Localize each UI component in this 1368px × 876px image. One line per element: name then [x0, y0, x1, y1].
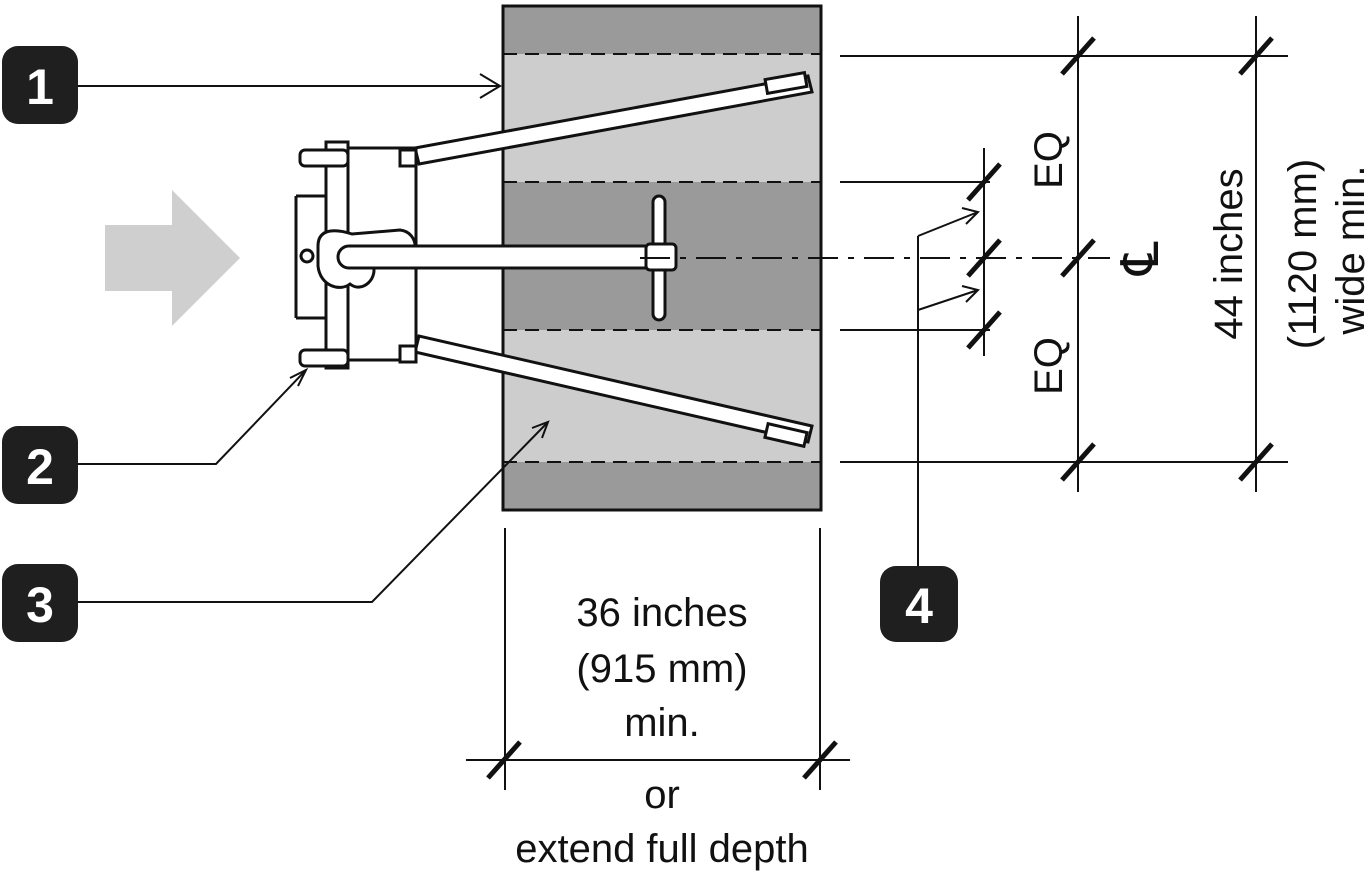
band-dark-bottom	[503, 462, 821, 510]
eq-lower-label: EQ	[1027, 337, 1071, 395]
width-label: 44 inches (1120 mm) wide min.	[1207, 159, 1368, 349]
width-line-3: wide min.	[1329, 166, 1368, 336]
callout-4-leader	[917, 207, 980, 570]
depth-line-2: (915 mm)	[576, 647, 747, 691]
depth-label: 36 inches (915 mm) min. or extend full d…	[515, 591, 809, 871]
callout-1-number: 1	[26, 59, 54, 115]
width-line-2: (1120 mm)	[1281, 159, 1325, 349]
band-dark-top	[503, 6, 821, 54]
direction-arrow	[105, 190, 240, 326]
callout-2-number: 2	[26, 439, 54, 495]
callout-3-number: 3	[26, 577, 54, 633]
callout-leaders	[78, 73, 550, 603]
callout-2: 2	[2, 426, 78, 504]
depth-line-5: extend full depth	[515, 827, 809, 871]
depth-dimension	[466, 528, 850, 790]
callout-1: 1	[2, 46, 78, 124]
wheelchair-icon	[294, 70, 814, 449]
depth-line-1: 36 inches	[576, 591, 747, 635]
eq-upper-label: EQ	[1027, 131, 1071, 189]
width-dimension	[840, 16, 1288, 492]
callout-3: 3	[2, 564, 78, 642]
centerline-symbol: ℄	[1112, 241, 1170, 277]
depth-line-4: or	[644, 773, 680, 817]
depth-line-3: min.	[624, 701, 700, 745]
callout-4-number: 4	[905, 578, 933, 634]
width-line-1: 44 inches	[1207, 168, 1251, 339]
callout-4: 4	[880, 566, 958, 642]
